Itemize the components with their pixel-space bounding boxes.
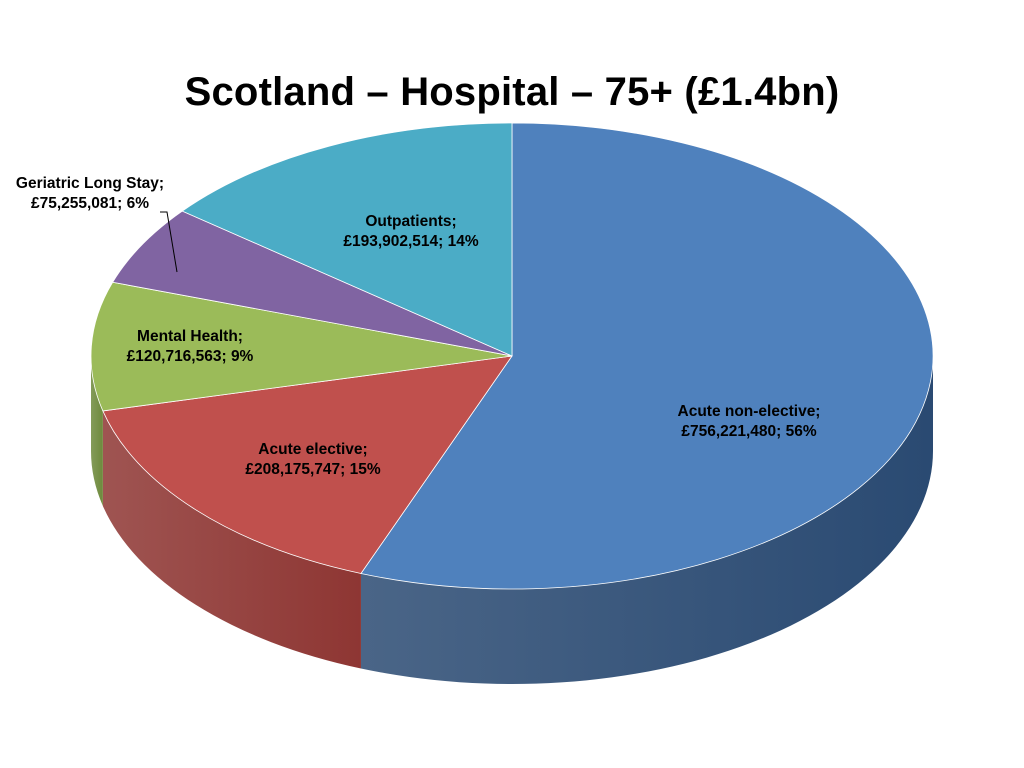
data-label-name: Acute elective; (258, 441, 367, 458)
pie-slice-acute-non-elective (360, 122, 934, 590)
data-label-value: £208,175,747; 15% (245, 461, 381, 478)
data-label-value: £193,902,514; 14% (343, 233, 479, 250)
data-label-name: Acute non-elective; (678, 403, 821, 420)
data-label: Geriatric Long Stay; £75,255,081; 6% (16, 175, 164, 212)
pie-sides (91, 356, 934, 685)
pie-side-0 (360, 356, 934, 685)
data-label: Acute elective; £208,175,747; 15% (245, 441, 381, 478)
pie-slice-outpatients (181, 122, 513, 357)
data-label-value: £120,716,563; 9% (127, 348, 254, 365)
data-label: Mental Health; £120,716,563; 9% (127, 328, 254, 365)
data-label-name: Geriatric Long Stay; (16, 175, 164, 192)
pie-slice-geriatric-long-stay (112, 210, 513, 357)
pie-side-2 (91, 356, 103, 506)
data-label: Outpatients; £193,902,514; 14% (343, 213, 479, 250)
pie-slices (90, 122, 934, 590)
pie-slice-acute-elective (102, 355, 513, 574)
data-label-name: Outpatients; (365, 213, 456, 230)
data-label-value: £75,255,081; 6% (31, 195, 149, 212)
geriatric-leader-line (160, 211, 178, 273)
data-label-name: Mental Health; (137, 328, 243, 345)
pie-slice-mental-health (90, 281, 513, 412)
data-label: Acute non-elective; £756,221,480; 56% (678, 403, 821, 440)
data-labels: Acute non-elective; £756,221,480; 56%Acut… (16, 175, 821, 478)
chart-title: Scotland – Hospital – 75+ (£1.4bn) (184, 70, 840, 114)
pie-side-1 (102, 410, 361, 669)
data-label-value: £756,221,480; 56% (681, 423, 817, 440)
